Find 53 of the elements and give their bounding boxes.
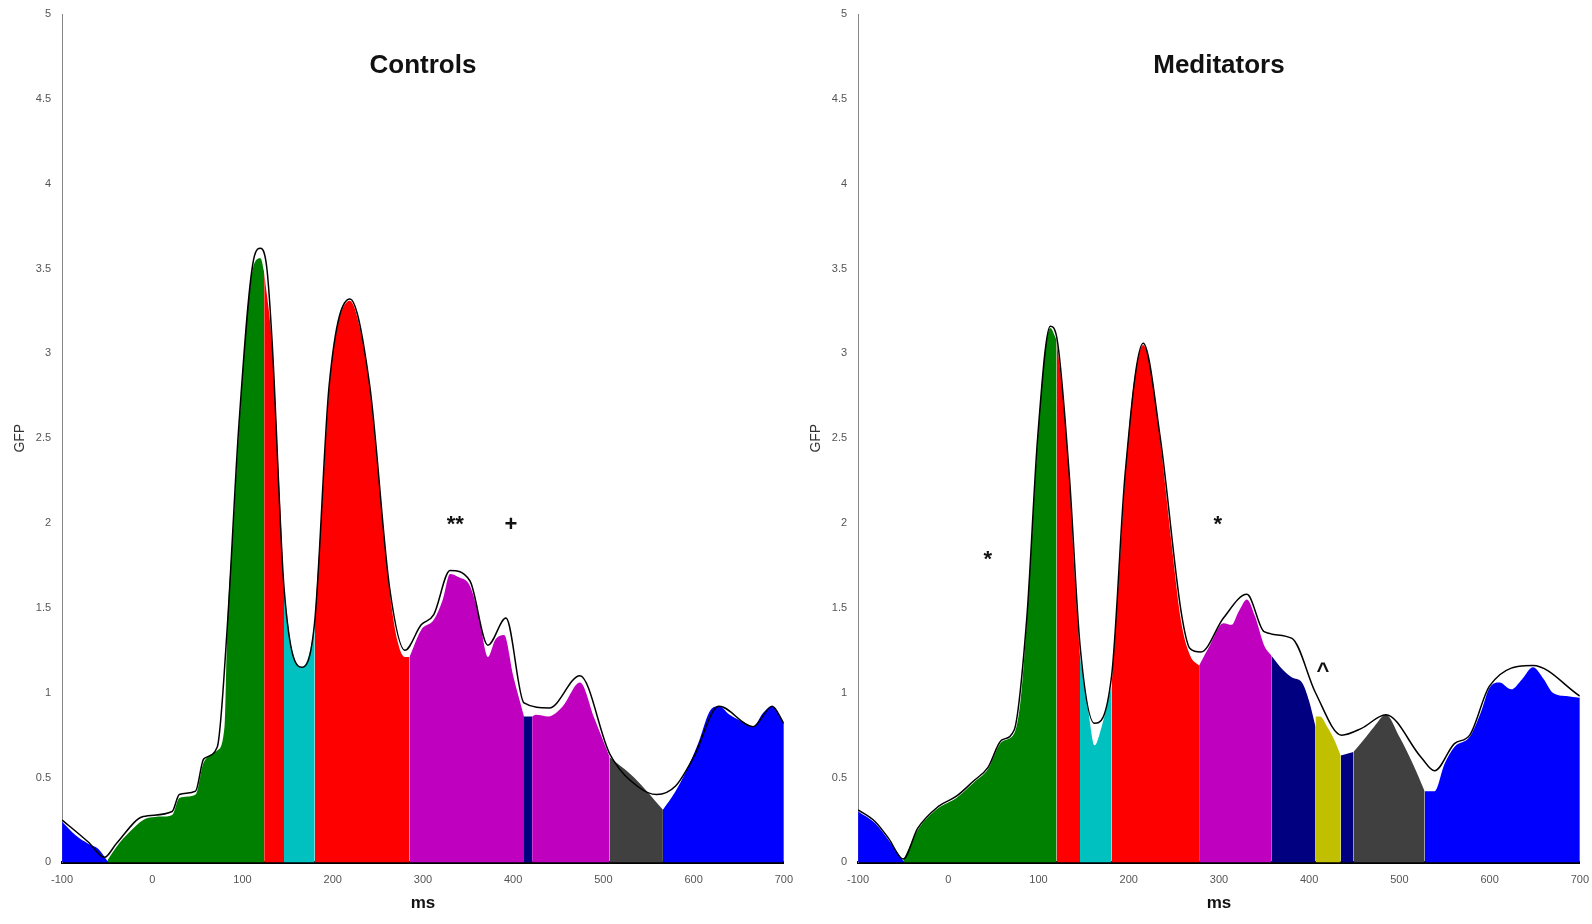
line-series (858, 325, 1580, 860)
x-tick-label: -100 (847, 873, 870, 886)
y-tick-label: 3.5 (35, 261, 52, 274)
x-tick-label: 200 (323, 873, 342, 886)
y-tick-label: 0 (840, 855, 848, 868)
x-tick-label: 0 (149, 873, 156, 886)
x-tick-label: 0 (945, 873, 952, 886)
y-tick-label: 5 (44, 7, 52, 20)
y-tick-label: 3.5 (831, 261, 848, 274)
x-axis-title: ms (1206, 893, 1232, 913)
x-tick-label: 400 (503, 873, 523, 886)
text: Controls (369, 49, 477, 80)
y-tick-label: 4.5 (831, 91, 848, 104)
y-tick-label: 4 (44, 176, 52, 189)
x-tick-label: 100 (233, 873, 252, 886)
x-tick-label: 500 (594, 873, 613, 886)
y-tick-label: 3 (44, 346, 52, 359)
y-tick-label: 0.5 (831, 770, 848, 783)
x-tick-label: 400 (1299, 873, 1319, 886)
x-tick-label: 700 (774, 873, 793, 886)
x-tick-label: 600 (1480, 873, 1499, 886)
x-tick-label: 600 (684, 873, 703, 886)
y-tick-label: 2 (44, 516, 52, 529)
y-tick-label: 1.5 (35, 600, 52, 613)
x-tick-label: 500 (1390, 873, 1409, 886)
y-tick-label: 2 (840, 516, 848, 529)
y-tick-label: 3 (840, 346, 848, 359)
y-tick-label: 4.5 (35, 91, 52, 104)
annotation: ^ (1316, 657, 1330, 683)
y-tick-label: 1.5 (831, 600, 848, 613)
y-tick-label: 2.5 (35, 431, 52, 444)
x-tick-label: 700 (1570, 873, 1589, 886)
annotation: * (983, 546, 993, 572)
x-tick-label: 200 (1119, 873, 1138, 886)
y-tick-label: 2.5 (831, 431, 848, 444)
y-axis-title: GFP (11, 423, 28, 453)
x-tick-label: 100 (1029, 873, 1048, 886)
x-tick-label: 300 (413, 873, 433, 886)
text: Meditators (1153, 49, 1285, 80)
x-axis-title: ms (410, 893, 436, 913)
annotation: * (1213, 510, 1223, 536)
annotation: + (504, 510, 518, 536)
y-tick-label: 0.5 (35, 770, 52, 783)
y-tick-label: 1 (840, 685, 848, 698)
y-tick-label: 4 (840, 176, 848, 189)
annotation: ** (446, 510, 465, 536)
line-series (62, 247, 784, 859)
y-tick-label: 0 (44, 855, 52, 868)
x-tick-label: -100 (51, 873, 74, 886)
y-tick-label: 1 (44, 685, 52, 698)
x-tick-label: 300 (1209, 873, 1229, 886)
y-axis-title: GFP (807, 423, 824, 453)
y-tick-label: 5 (840, 7, 848, 20)
